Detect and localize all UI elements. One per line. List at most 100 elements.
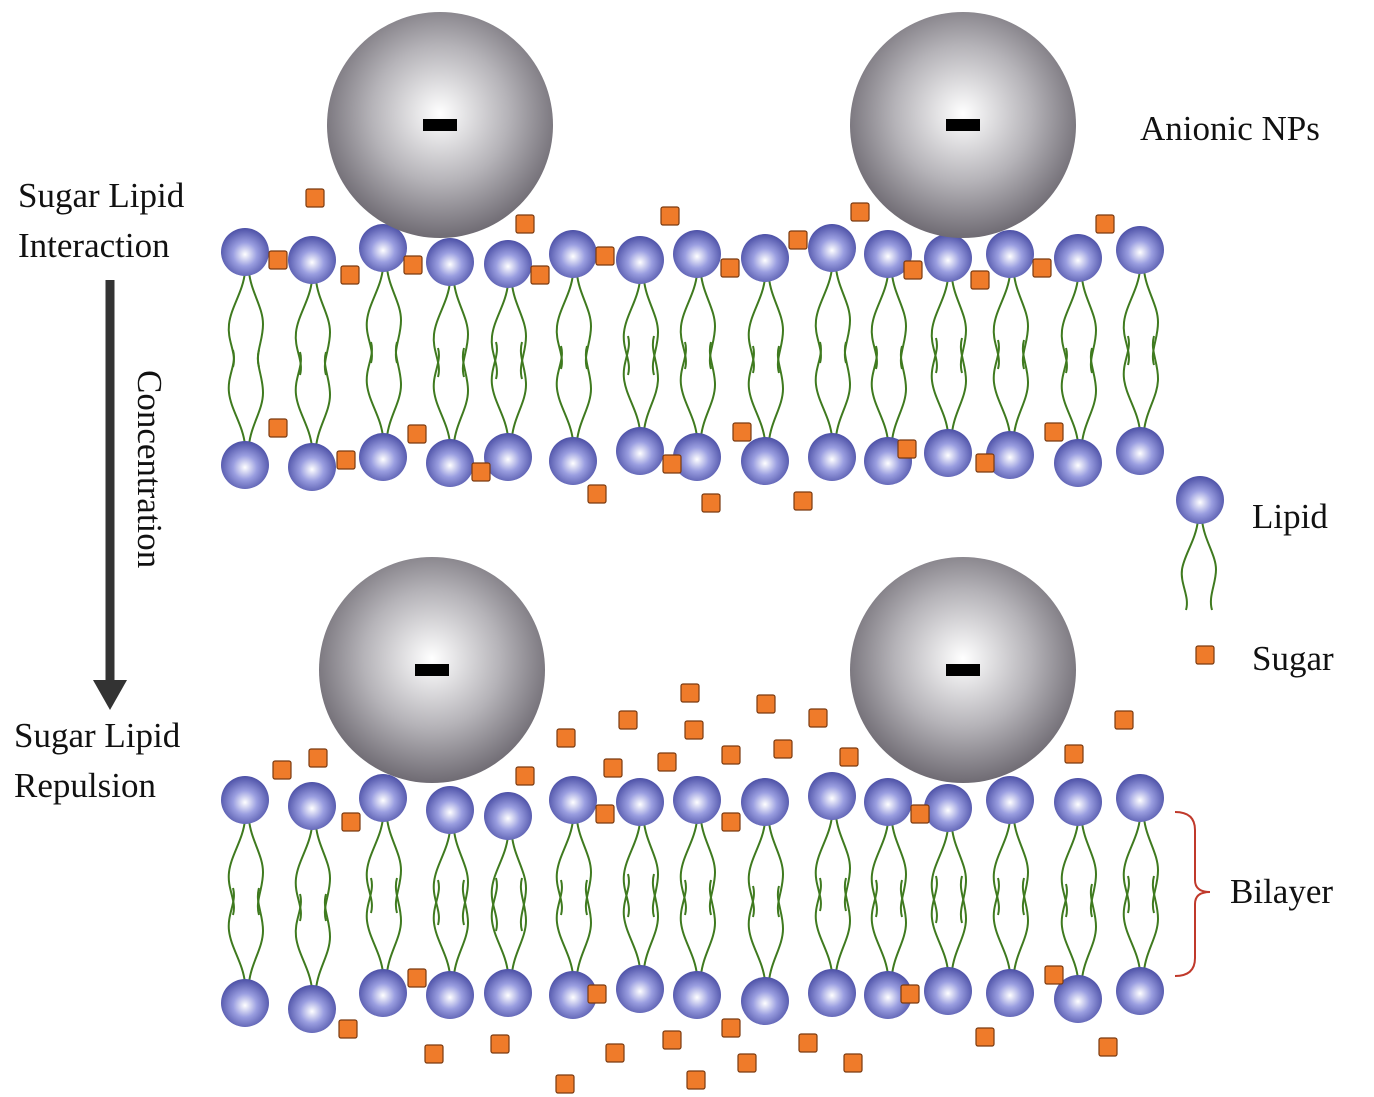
lipid-tail bbox=[387, 268, 401, 363]
lipid-head bbox=[221, 979, 269, 1027]
lipid-head bbox=[288, 985, 336, 1033]
lipid-head bbox=[924, 429, 972, 477]
sugar bbox=[269, 251, 287, 269]
lipid-tail bbox=[749, 822, 765, 917]
lipid-head bbox=[359, 774, 407, 822]
sugar bbox=[774, 740, 792, 758]
lipid-tail bbox=[229, 350, 245, 445]
lipid-tail bbox=[872, 274, 888, 369]
sugar bbox=[341, 266, 359, 284]
lipid-tail bbox=[249, 272, 263, 367]
lipid-tail bbox=[454, 282, 468, 377]
lipid-tail bbox=[434, 348, 450, 443]
lipid-tail bbox=[769, 886, 783, 981]
sugar bbox=[309, 749, 327, 767]
lipid-head bbox=[616, 965, 664, 1013]
lipid-tail bbox=[749, 886, 765, 981]
sugar bbox=[588, 485, 606, 503]
legend-label: Bilayer bbox=[1230, 872, 1333, 911]
lipid-tail bbox=[701, 342, 715, 437]
lipid-tail bbox=[577, 820, 591, 915]
arrow-head bbox=[93, 680, 127, 710]
lipid-tail bbox=[316, 826, 330, 921]
lipid-head bbox=[359, 433, 407, 481]
lipid-tail bbox=[681, 342, 697, 437]
lipid-tail bbox=[836, 878, 850, 973]
lipid-tail bbox=[932, 876, 948, 971]
lipid-tail bbox=[229, 888, 245, 983]
lipid-tail bbox=[434, 282, 450, 377]
sugar bbox=[588, 985, 606, 1003]
lipid-tail bbox=[296, 352, 312, 447]
sugar bbox=[904, 261, 922, 279]
lipid-tail bbox=[624, 822, 640, 917]
sugar bbox=[606, 1044, 624, 1062]
sugar bbox=[491, 1035, 509, 1053]
sugar bbox=[840, 748, 858, 766]
lipid-tail bbox=[577, 880, 591, 975]
label: Repulsion bbox=[14, 766, 156, 805]
sugar bbox=[1033, 259, 1051, 277]
lipid-head bbox=[924, 234, 972, 282]
sugar bbox=[911, 805, 929, 823]
lipid-tail bbox=[1014, 340, 1028, 435]
sugar bbox=[516, 767, 534, 785]
lipid-head bbox=[673, 776, 721, 824]
lipid-tail bbox=[1082, 884, 1096, 979]
sugar bbox=[658, 753, 676, 771]
sugar bbox=[663, 455, 681, 473]
negative-charge bbox=[946, 664, 980, 676]
sugar bbox=[722, 813, 740, 831]
drawing bbox=[221, 12, 1224, 1093]
sugar bbox=[1099, 1038, 1117, 1056]
lipid-tail bbox=[492, 836, 508, 931]
lipid-head bbox=[1054, 778, 1102, 826]
sugar bbox=[1065, 745, 1083, 763]
sugar bbox=[663, 1031, 681, 1049]
lipid-head bbox=[221, 776, 269, 824]
label: Sugar Lipid bbox=[18, 176, 185, 215]
lipid-tail bbox=[1144, 336, 1158, 431]
lipid-head bbox=[288, 782, 336, 830]
lipid-tail bbox=[952, 278, 966, 373]
lipid-tail bbox=[681, 274, 697, 369]
sugar bbox=[425, 1045, 443, 1063]
label: Interaction bbox=[18, 226, 170, 265]
lipid-tail bbox=[512, 878, 526, 973]
lipid-tail bbox=[836, 342, 850, 437]
lipid-head bbox=[426, 238, 474, 286]
sugar bbox=[685, 721, 703, 739]
label: Sugar Lipid bbox=[14, 716, 181, 755]
lipid-head bbox=[426, 786, 474, 834]
lipid-head bbox=[549, 776, 597, 824]
lipid-head bbox=[359, 969, 407, 1017]
lipid-head bbox=[359, 224, 407, 272]
sugar bbox=[901, 985, 919, 1003]
legend-label: Sugar bbox=[1252, 639, 1334, 678]
lipid-tail bbox=[367, 342, 383, 437]
sugar bbox=[404, 256, 422, 274]
lipid-tail bbox=[892, 274, 906, 369]
lipid-tail bbox=[316, 894, 330, 989]
lipid-tail bbox=[769, 346, 783, 441]
lipid-head bbox=[986, 230, 1034, 278]
sugar bbox=[556, 1075, 574, 1093]
lipid-tail bbox=[1202, 520, 1216, 610]
sugar bbox=[799, 1034, 817, 1052]
lipid-tail bbox=[624, 874, 640, 969]
sugar bbox=[681, 684, 699, 702]
bilayer-bracket bbox=[1175, 812, 1210, 976]
sugar bbox=[472, 463, 490, 481]
lipid-tail bbox=[1062, 278, 1078, 373]
lipid-head bbox=[808, 969, 856, 1017]
lipid-tail bbox=[557, 274, 573, 369]
lipid-tail bbox=[434, 880, 450, 975]
lipid-head bbox=[484, 240, 532, 288]
lipid-head bbox=[924, 967, 972, 1015]
sugar bbox=[722, 1019, 740, 1037]
sugar bbox=[604, 759, 622, 777]
lipid-tail bbox=[557, 346, 573, 441]
lipid-head bbox=[864, 778, 912, 826]
lipid-tail bbox=[1082, 822, 1096, 917]
sugar bbox=[408, 425, 426, 443]
